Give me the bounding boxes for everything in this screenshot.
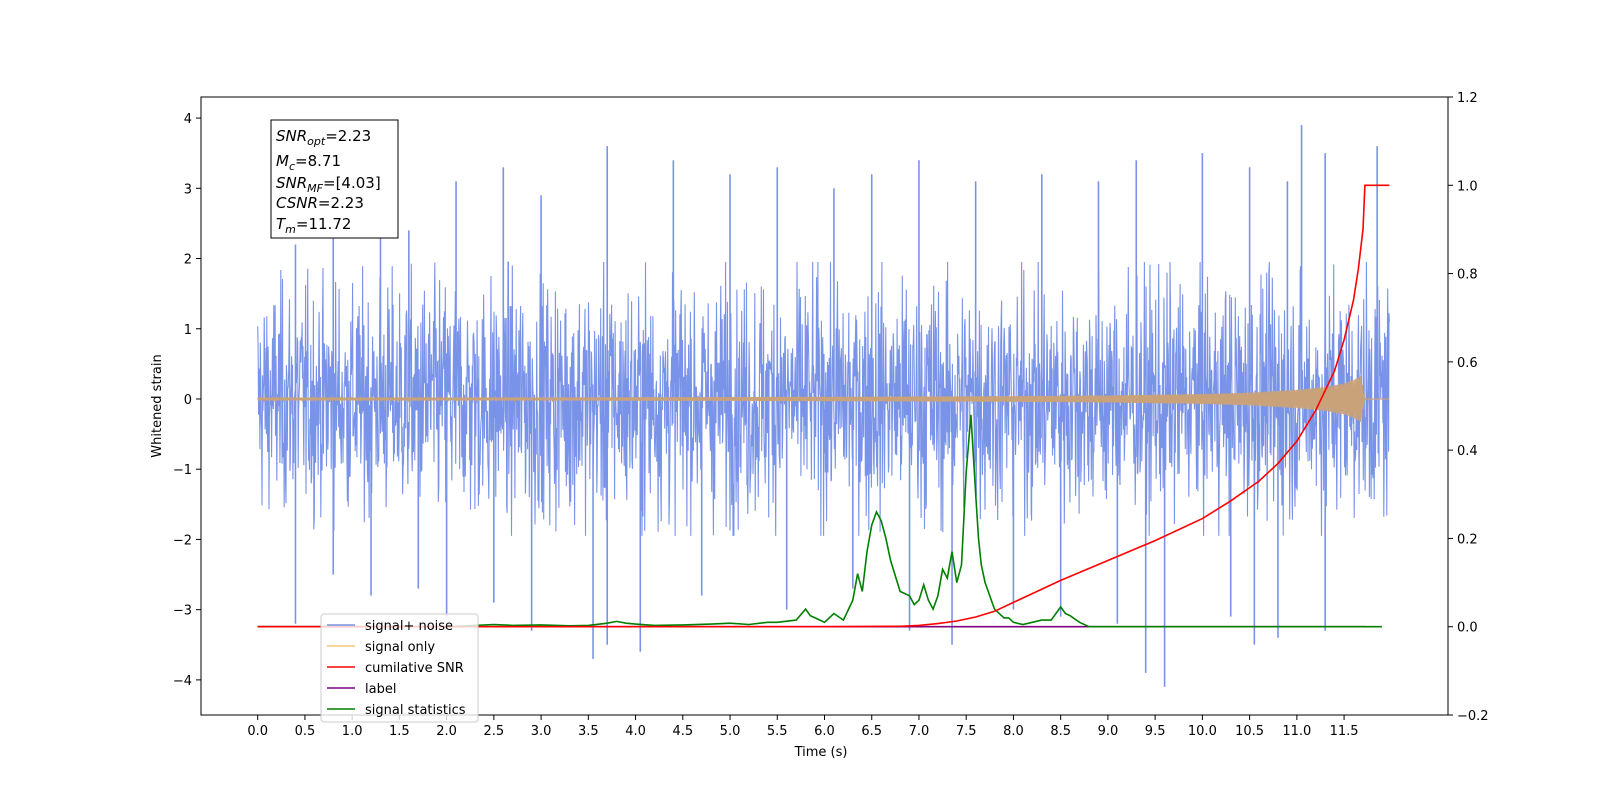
- signal-noise-line: [257, 261, 1390, 536]
- cumulative-snr-series: [257, 184, 1390, 628]
- y2-tick-label: 0.0: [1457, 621, 1478, 636]
- info-csnr: CSNR=2.23: [276, 194, 364, 212]
- legend-item-cumulative-snr: cumilative SNR: [327, 661, 464, 676]
- x-tick-label: 3.5: [578, 724, 599, 739]
- x-tick-label: 8.0: [1003, 724, 1024, 739]
- legend-label: label: [365, 682, 396, 697]
- x-axis-label: Time (s): [794, 745, 848, 760]
- signal-statistics-line: [257, 414, 1382, 628]
- cumulative-snr-line: [257, 184, 1390, 628]
- legend-label: signal+ noise: [365, 619, 453, 634]
- y-axis-label: Whitened strain: [150, 354, 165, 457]
- legend-label: signal statistics: [365, 703, 466, 718]
- x-tick-label: 1.0: [342, 724, 363, 739]
- signal-only-series: [257, 376, 1390, 422]
- legend-item-label: label: [327, 682, 396, 697]
- x-tick-label: 10.5: [1235, 724, 1264, 739]
- x-tick-label: 3.0: [531, 724, 552, 739]
- legend-item-signal-noise: signal+ noise: [327, 619, 453, 634]
- x-tick-label: 6.0: [814, 724, 835, 739]
- y2-tick-label: 1.0: [1457, 179, 1478, 194]
- y2-axis-ticks: −0.2 0.0 0.2 0.4 0.6 0.8 1.0 1.2: [1448, 91, 1489, 724]
- info-snr-mf: SNRMF=[4.03]: [276, 174, 381, 195]
- legend: signal+ noise signal only cumilative SNR…: [320, 613, 479, 723]
- info-box-frame: [270, 119, 399, 239]
- y-tick-label: 4: [184, 112, 192, 127]
- legend-label: cumilative SNR: [365, 661, 464, 676]
- x-tick-label: 1.5: [389, 724, 410, 739]
- y2-tick-label: 0.2: [1457, 532, 1478, 547]
- info-box: SNRopt=2.23 Mc=8.71 SNRMF=[4.03] CSNR=2.…: [270, 119, 399, 239]
- info-snr-opt: SNRopt=2.23: [276, 127, 371, 148]
- x-tick-label: 6.5: [861, 724, 882, 739]
- x-tick-label: 4.0: [625, 724, 646, 739]
- x-tick-label: 11.0: [1282, 724, 1311, 739]
- info-tm: Tm=11.72: [276, 215, 351, 236]
- x-tick-label: 0.0: [247, 724, 268, 739]
- legend-label: signal only: [365, 640, 435, 655]
- y-tick-label: −3: [173, 604, 192, 619]
- info-mc: Mc=8.71: [276, 152, 341, 173]
- y-tick-label: −4: [173, 674, 192, 689]
- y-tick-label: 1: [184, 323, 192, 338]
- y2-tick-label: 0.4: [1457, 444, 1478, 459]
- y2-tick-label: 1.2: [1457, 91, 1478, 106]
- x-tick-label: 5.0: [720, 724, 741, 739]
- y-tick-label: 0: [184, 393, 192, 408]
- legend-item-signal-only: signal only: [327, 640, 435, 655]
- y2-tick-label: 0.6: [1457, 356, 1478, 371]
- x-tick-label: 9.5: [1145, 724, 1166, 739]
- y-axis-ticks: −4 −3 −2 −1 0 1 2 3 4: [173, 112, 201, 689]
- x-tick-label: 2.5: [484, 724, 505, 739]
- x-tick-label: 10.0: [1188, 724, 1217, 739]
- y-tick-label: −2: [173, 533, 192, 548]
- x-tick-label: 4.5: [672, 724, 693, 739]
- x-tick-label: 7.0: [909, 724, 930, 739]
- x-tick-label: 0.5: [295, 724, 316, 739]
- signal-statistics-series: [257, 414, 1382, 628]
- x-axis-ticks: 0.0 0.5 1.0 1.5 2.0 2.5 3.0 3.5 4.0 4.5 5.0 5.5 6.0 6…: [247, 715, 1359, 739]
- y2-tick-label: 0.8: [1457, 268, 1478, 283]
- x-tick-label: 11.5: [1330, 724, 1359, 739]
- legend-frame: [320, 613, 479, 723]
- plot-area: [257, 125, 1390, 687]
- y-tick-label: 3: [184, 182, 192, 197]
- x-tick-label: 7.5: [956, 724, 977, 739]
- legend-item-signal-statistics: signal statistics: [327, 703, 466, 718]
- x-tick-label: 8.5: [1050, 724, 1071, 739]
- y2-tick-label: −0.2: [1457, 709, 1489, 724]
- y-tick-label: 2: [184, 253, 192, 268]
- x-tick-label: 9.0: [1098, 724, 1119, 739]
- x-tick-label: 2.0: [436, 724, 457, 739]
- y-tick-label: −1: [173, 463, 192, 478]
- x-tick-label: 5.5: [767, 724, 788, 739]
- signal-only-line: [257, 376, 1390, 422]
